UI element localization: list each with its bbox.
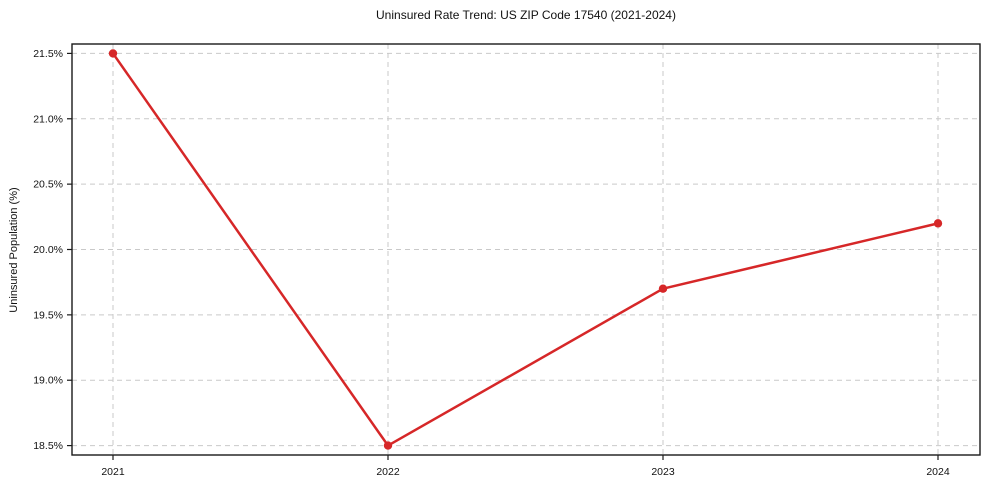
y-tick-label: 19.5% <box>33 309 63 321</box>
data-point-marker <box>658 284 668 293</box>
y-tick-label: 21.0% <box>33 113 63 125</box>
data-point-marker <box>383 441 393 450</box>
y-tick-label: 19.0% <box>33 375 63 387</box>
x-tick-label: 2023 <box>651 466 675 478</box>
y-axis-label: Uninsured Population (%) <box>8 187 20 313</box>
y-tick-label: 20.0% <box>33 244 63 256</box>
chart-title: Uninsured Rate Trend: US ZIP Code 17540 … <box>376 8 676 22</box>
y-tick-label: 21.5% <box>33 48 63 60</box>
trend-line <box>111 52 940 447</box>
data-point-marker <box>933 219 943 228</box>
data-point-marker <box>108 49 118 58</box>
x-tick-label: 2022 <box>376 466 400 478</box>
x-tick-label: 2024 <box>926 466 950 478</box>
y-tick-label: 18.5% <box>33 440 63 452</box>
y-tick-label: 20.5% <box>33 179 63 191</box>
x-tick-label: 2021 <box>101 466 125 478</box>
